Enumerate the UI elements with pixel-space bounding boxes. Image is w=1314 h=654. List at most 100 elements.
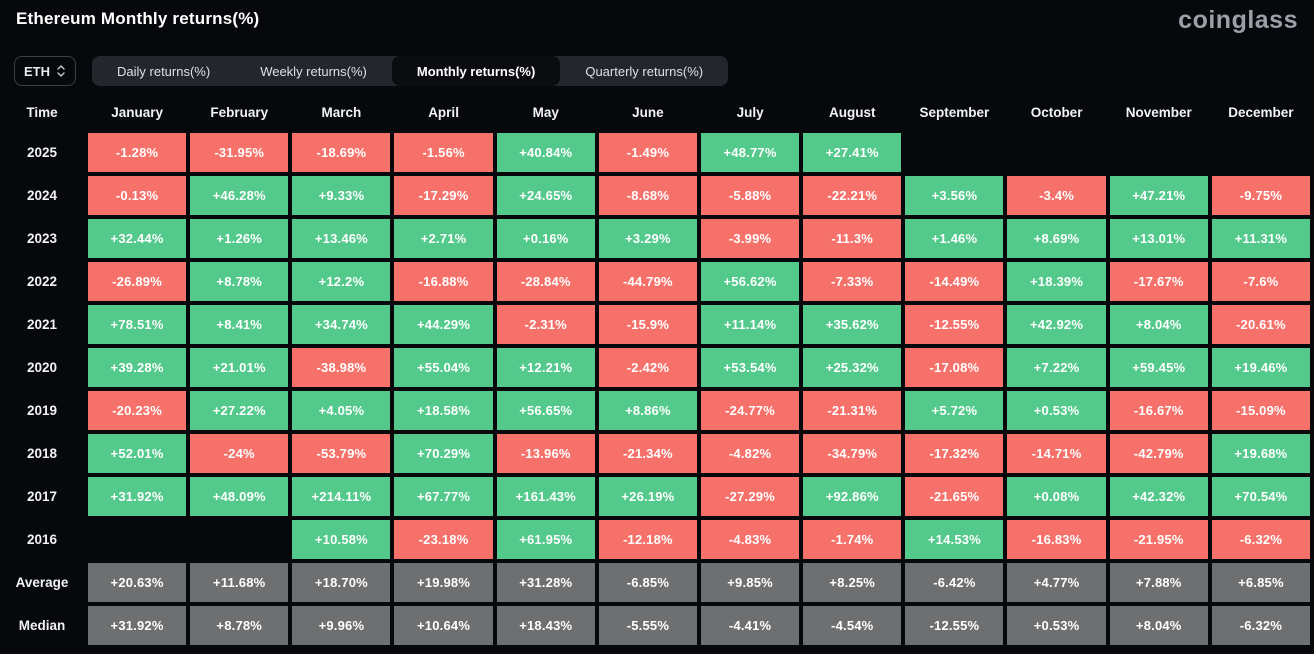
- row-label: 2023: [26, 231, 58, 246]
- table-cell: -18.69%: [292, 133, 391, 172]
- table-cell: +8.41%: [190, 305, 289, 344]
- table-cell: -21.65%: [905, 477, 1004, 516]
- table-cell: +31.92%: [88, 477, 187, 516]
- table-cell: +13.46%: [292, 219, 391, 258]
- table-cell: +70.54%: [1211, 477, 1310, 516]
- table-cell: -3.99%: [700, 219, 800, 258]
- table-cell: +214.11%: [292, 477, 391, 516]
- column-header: December: [1228, 105, 1294, 120]
- row-label: 2024: [26, 188, 58, 203]
- table-cell: -15.09%: [1211, 391, 1310, 430]
- table-cell: -1.28%: [88, 133, 187, 172]
- table-cell: +18.58%: [394, 391, 493, 430]
- table-cell: +19.46%: [1211, 348, 1310, 387]
- table-cell: -5.55%: [598, 606, 697, 645]
- table-cell: -34.79%: [803, 434, 902, 473]
- table-cell: -5.88%: [700, 176, 800, 215]
- column-header: October: [1030, 105, 1083, 120]
- table-cell: -1.74%: [803, 520, 902, 559]
- table-cell: +4.77%: [1007, 563, 1106, 602]
- table-cell: +11.14%: [700, 305, 800, 344]
- table-cell: +47.21%: [1109, 176, 1208, 215]
- table-cell: +14.53%: [905, 520, 1004, 559]
- table-cell: -28.84%: [496, 262, 595, 301]
- tab-monthly[interactable]: Monthly returns(%): [391, 56, 561, 86]
- table-cell: +25.32%: [803, 348, 902, 387]
- row-label: 2025: [26, 145, 58, 160]
- table-cell: +6.85%: [1211, 563, 1310, 602]
- table-cell: -4.41%: [700, 606, 800, 645]
- table-cell: -17.08%: [905, 348, 1004, 387]
- table-cell: -4.54%: [803, 606, 902, 645]
- table-cell: -6.32%: [1211, 606, 1310, 645]
- tab-daily[interactable]: Daily returns(%): [117, 63, 211, 79]
- table-cell: +42.32%: [1109, 477, 1208, 516]
- column-header: June: [632, 105, 664, 120]
- table-cell: -4.83%: [700, 520, 800, 559]
- tab-quarterly[interactable]: Quarterly returns(%): [585, 63, 704, 79]
- column-header: April: [428, 105, 459, 120]
- table-cell: -9.75%: [1211, 176, 1310, 215]
- table-cell: +0.53%: [1007, 391, 1106, 430]
- column-header: January: [111, 105, 163, 120]
- table-cell: -38.98%: [292, 348, 391, 387]
- table-cell: +42.92%: [1007, 305, 1106, 344]
- top-bar: Ethereum Monthly returns(%) coinglass: [0, 0, 1314, 44]
- column-header: May: [532, 105, 559, 120]
- table-cell: -22.21%: [803, 176, 902, 215]
- table-cell: +0.53%: [1007, 606, 1106, 645]
- column-header: February: [210, 105, 269, 120]
- column-header: March: [321, 105, 362, 120]
- table-cell: -7.6%: [1211, 262, 1310, 301]
- table-cell: +31.28%: [496, 563, 595, 602]
- row-label: 2018: [26, 446, 58, 461]
- table-cell: +40.84%: [496, 133, 595, 172]
- table-cell: +0.16%: [496, 219, 595, 258]
- table-cell: +20.63%: [88, 563, 187, 602]
- table-cell: -21.31%: [803, 391, 902, 430]
- column-header: August: [828, 105, 876, 120]
- table-cell: +19.68%: [1211, 434, 1310, 473]
- symbol-select[interactable]: ETH: [14, 56, 76, 86]
- row-label: 2022: [26, 274, 58, 289]
- table-cell: +53.54%: [700, 348, 800, 387]
- table-cell: -20.61%: [1211, 305, 1310, 344]
- coinglass-logo[interactable]: coinglass: [1178, 6, 1298, 34]
- table-cell: -11.3%: [803, 219, 902, 258]
- table-cell: +92.86%: [803, 477, 902, 516]
- table-cell: -26.89%: [88, 262, 187, 301]
- column-header: November: [1125, 105, 1192, 120]
- table-cell: -16.83%: [1007, 520, 1106, 559]
- table-cell: +11.31%: [1211, 219, 1310, 258]
- table-cell: +48.77%: [700, 133, 800, 172]
- table-cell: -12.55%: [905, 305, 1004, 344]
- table-cell: -53.79%: [292, 434, 391, 473]
- table-cell: +1.46%: [905, 219, 1004, 258]
- controls-row: ETH Daily returns(%) Weekly returns(%) Mon…: [14, 56, 1300, 86]
- table-cell: +9.33%: [292, 176, 391, 215]
- table-cell: -2.42%: [598, 348, 697, 387]
- table-cell: +4.05%: [292, 391, 391, 430]
- table-cell: +13.01%: [1109, 219, 1208, 258]
- table-cell: +44.29%: [394, 305, 493, 344]
- table-cell: -6.32%: [1211, 520, 1310, 559]
- page-title: Ethereum Monthly returns(%): [16, 9, 260, 28]
- table-cell: +3.56%: [905, 176, 1004, 215]
- returns-tabbar: Daily returns(%) Weekly returns(%) Monthly…: [92, 56, 729, 86]
- table-cell: +10.58%: [292, 520, 391, 559]
- tab-weekly[interactable]: Weekly returns(%): [260, 63, 367, 79]
- table-cell: +56.62%: [700, 262, 800, 301]
- column-header: July: [736, 105, 764, 120]
- table-cell: +8.04%: [1109, 305, 1208, 344]
- table-cell: +8.04%: [1109, 606, 1208, 645]
- table-cell: +21.01%: [190, 348, 289, 387]
- table-cell: +27.41%: [803, 133, 902, 172]
- table-cell: -21.34%: [598, 434, 697, 473]
- table-cell: -20.23%: [88, 391, 187, 430]
- table-cell: +26.19%: [598, 477, 697, 516]
- table-cell: +52.01%: [88, 434, 187, 473]
- returns-table: Time January February March April May June July…: [0, 96, 1310, 645]
- table-cell: +70.29%: [394, 434, 493, 473]
- table-cell: +2.71%: [394, 219, 493, 258]
- row-label: Median: [18, 618, 66, 633]
